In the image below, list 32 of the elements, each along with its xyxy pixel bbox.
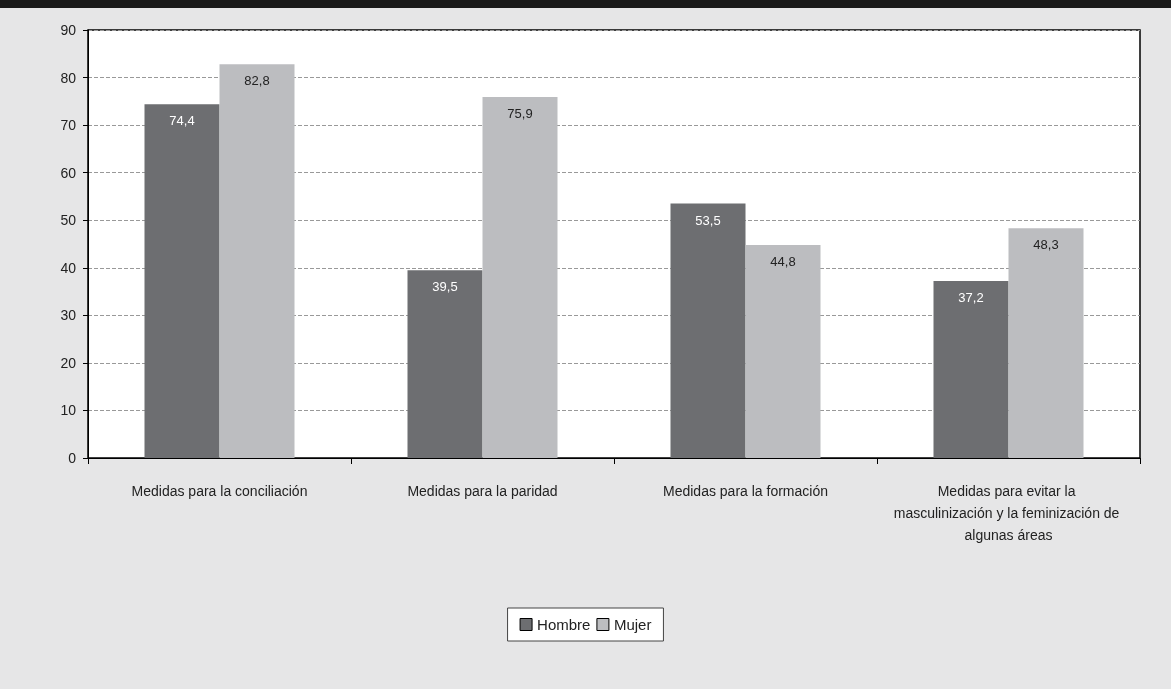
y-tick-label: 40	[60, 259, 77, 276]
legend-label: Mujer	[613, 616, 652, 633]
y-tick-label: 30	[60, 307, 77, 324]
bar	[745, 244, 821, 458]
x-tick-label: Medidas para la formación	[663, 483, 828, 499]
y-tick-label: 50	[60, 212, 77, 229]
bar	[670, 203, 746, 458]
legend-label: Hombre	[537, 616, 591, 633]
data-label: 48,3	[1033, 237, 1059, 253]
data-label: 75,9	[507, 106, 533, 122]
bar	[1008, 228, 1084, 458]
x-tick-label: Medidas para evitar la masculinización y la feminización de algunas áreas	[893, 483, 1124, 543]
data-label: 44,8	[770, 253, 796, 269]
x-tick-label: Medidas para la paridad	[407, 483, 558, 499]
data-label: 39,5	[432, 279, 458, 295]
bar	[482, 97, 558, 458]
bar	[219, 64, 295, 458]
y-tick-label: 70	[60, 117, 77, 134]
y-tick-label: 80	[60, 69, 77, 86]
data-label: 37,2	[958, 290, 984, 306]
data-label: 82,8	[244, 73, 270, 89]
x-tick-label: Medidas para la conciliación	[131, 483, 308, 499]
data-label: 53,5	[695, 212, 721, 228]
y-tick-label: 0	[68, 450, 77, 466]
bar	[407, 270, 483, 458]
y-tick-label: 60	[60, 164, 77, 181]
data-label: 74,4	[169, 113, 195, 129]
y-tick-label: 10	[60, 402, 77, 419]
y-tick-label: 20	[60, 354, 77, 371]
bar	[933, 281, 1009, 458]
bar	[144, 104, 220, 458]
y-tick-label: 90	[60, 22, 77, 38]
